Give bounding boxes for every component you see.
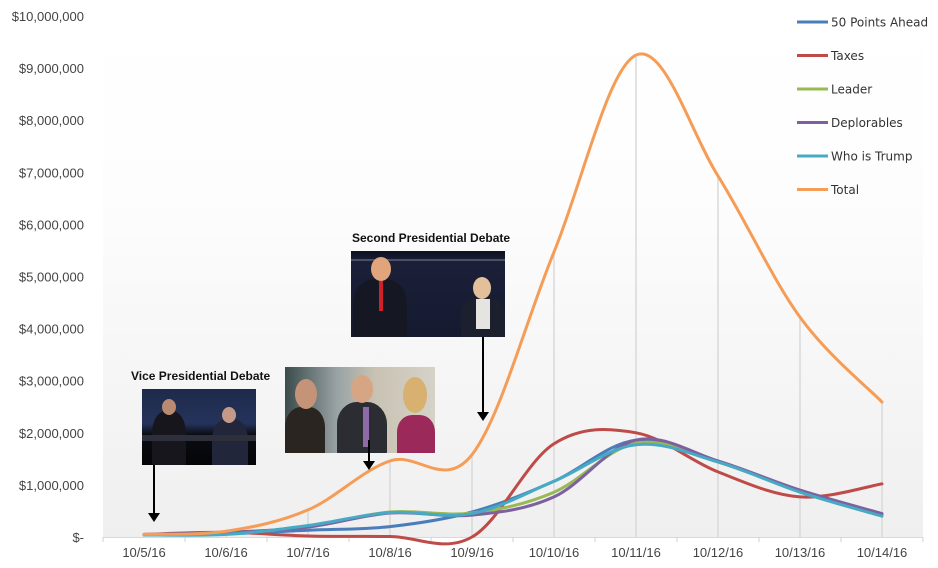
second-debate-photo — [351, 251, 505, 337]
legend-label: Taxes — [830, 49, 864, 63]
legend-label: Total — [830, 183, 859, 197]
x-tick-label: 10/7/16 — [286, 545, 329, 560]
series-line-taxes — [142, 427, 884, 546]
y-tick-label: $1,000,000 — [19, 478, 84, 493]
legend-item: 50 Points Ahead — [797, 16, 928, 30]
annotation-vp-debate-title: Vice Presidential Debate — [131, 369, 271, 383]
legend-item: Taxes — [797, 49, 864, 63]
x-tick-label: 10/10/16 — [529, 545, 580, 560]
vp-debate-arrow — [148, 465, 160, 522]
x-tick-label: 10/5/16 — [122, 545, 165, 560]
y-tick-label: $2,000,000 — [19, 426, 84, 441]
series-line-who-is-trump — [142, 442, 884, 537]
x-tick-label: 10/12/16 — [693, 545, 744, 560]
x-tick-label: 10/8/16 — [368, 545, 411, 560]
y-tick-label: $5,000,000 — [19, 270, 84, 285]
drop-lines — [225, 55, 883, 537]
second-debate-arrow — [477, 337, 489, 421]
x-tick-label: 10/9/16 — [450, 545, 493, 560]
legend: 50 Points Ahead Taxes Leader Deplorables Who… — [797, 16, 928, 197]
y-tick-label: $3,000,000 — [19, 374, 84, 389]
legend-item: Who is Trump — [797, 150, 912, 164]
vp-debate-photo — [142, 389, 256, 465]
y-tick-label: $8,000,000 — [19, 113, 84, 128]
x-axis: 10/5/16 10/6/16 10/7/16 10/8/16 10/9/16 10/10… — [102, 537, 924, 560]
legend-item: Deplorables — [797, 116, 903, 130]
tape-arrow — [363, 440, 375, 470]
series-line-total — [142, 52, 884, 536]
x-tick-label: 10/14/16 — [857, 545, 908, 560]
legend-label: Deplorables — [831, 116, 903, 130]
y-tick-label: $10,000,000 — [12, 9, 84, 24]
y-axis: $- $1,000,000 $2,000,000 $3,000,000 $4,000,0… — [12, 9, 84, 545]
y-tick-label: $7,000,000 — [19, 165, 84, 180]
legend-label: 50 Points Ahead — [831, 16, 928, 30]
legend-label: Who is Trump — [831, 150, 912, 164]
y-tick-label: $9,000,000 — [19, 61, 84, 76]
legend-item: Leader — [797, 83, 872, 97]
y-tick-label: $6,000,000 — [19, 217, 84, 232]
legend-label: Leader — [831, 83, 872, 97]
annotation-second-debate-title: Second Presidential Debate — [352, 231, 511, 245]
y-tick-label: $4,000,000 — [19, 322, 84, 337]
tape-photo — [285, 367, 435, 453]
x-tick-label: 10/13/16 — [775, 545, 826, 560]
y-tick-label: $- — [72, 530, 84, 545]
series-lines — [142, 52, 884, 546]
legend-item: Total — [797, 183, 859, 197]
x-tick-label: 10/6/16 — [204, 545, 247, 560]
x-tick-label: 10/11/16 — [611, 545, 661, 560]
